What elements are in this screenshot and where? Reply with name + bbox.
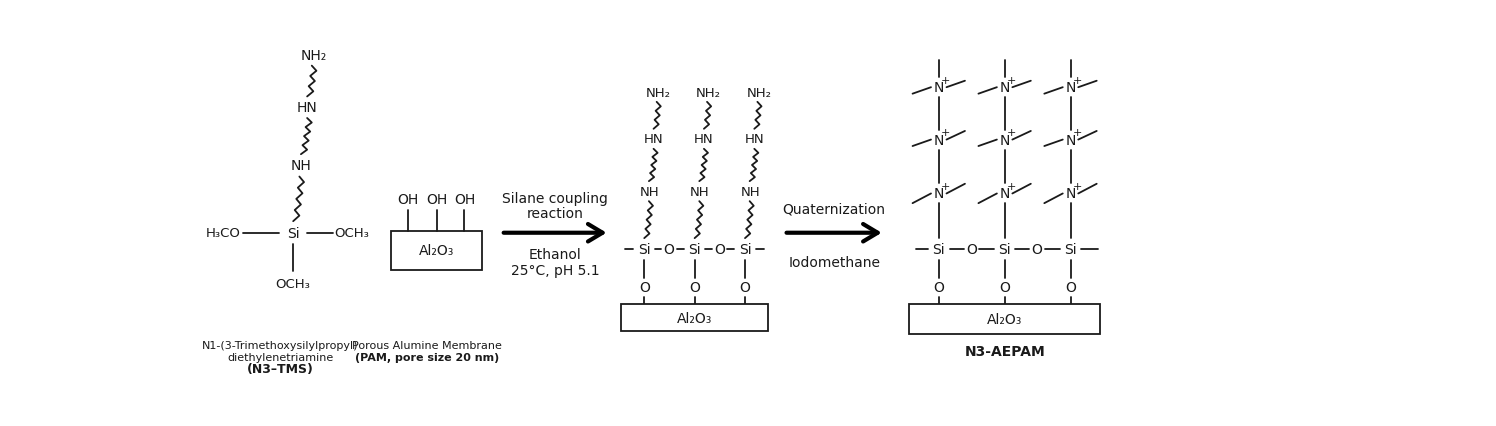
Text: OH: OH [426, 193, 447, 206]
Text: HN: HN [643, 133, 663, 146]
Text: O: O [1065, 281, 1076, 295]
Text: N: N [1065, 133, 1076, 147]
Text: OH: OH [453, 193, 476, 206]
Text: N: N [934, 81, 944, 95]
Text: Al₂O₃: Al₂O₃ [419, 244, 453, 258]
Text: reaction: reaction [527, 207, 583, 221]
Text: diethylenetriamine: diethylenetriamine [227, 352, 334, 362]
Text: N: N [999, 187, 1010, 201]
Text: NH₂: NH₂ [301, 49, 328, 63]
Text: Al₂O₃: Al₂O₃ [987, 312, 1022, 326]
Text: N1-(3-Trimethoxysilylpropyl): N1-(3-Trimethoxysilylpropyl) [202, 340, 358, 350]
Bar [621, 305, 769, 331]
Text: O: O [966, 242, 977, 256]
Text: OH: OH [398, 193, 419, 206]
Text: +: + [941, 75, 950, 85]
Text: N: N [1065, 187, 1076, 201]
Bar [910, 305, 1100, 334]
Text: (N3–TMS): (N3–TMS) [247, 362, 314, 375]
Text: +: + [1073, 127, 1082, 138]
Text: N: N [934, 133, 944, 147]
Text: HN: HN [296, 101, 317, 115]
Text: N: N [1065, 81, 1076, 95]
Text: Quaternization: Quaternization [782, 201, 886, 216]
Text: NH: NH [640, 185, 660, 198]
Text: +: + [941, 127, 950, 138]
Text: N: N [934, 187, 944, 201]
Text: O: O [739, 281, 751, 295]
Text: +: + [1073, 75, 1082, 85]
Text: HN: HN [694, 133, 714, 146]
Text: N3-AEPAM: N3-AEPAM [965, 344, 1046, 358]
Text: +: + [1073, 181, 1082, 191]
Text: O: O [690, 281, 700, 295]
Text: O: O [639, 281, 649, 295]
Text: NH: NH [741, 185, 760, 198]
Text: NH: NH [690, 185, 711, 198]
Text: Si: Si [287, 226, 299, 240]
Text: O: O [714, 242, 726, 256]
Text: N: N [999, 81, 1010, 95]
Text: 25°C, pH 5.1: 25°C, pH 5.1 [510, 263, 600, 277]
Text: O: O [999, 281, 1010, 295]
Text: Iodomethane: Iodomethane [788, 256, 880, 269]
Text: +: + [1007, 127, 1016, 138]
Text: (PAM, pore size 20 nm): (PAM, pore size 20 nm) [355, 352, 500, 362]
Text: O: O [664, 242, 675, 256]
Text: OCH₃: OCH₃ [275, 277, 311, 291]
Text: O: O [934, 281, 944, 295]
Text: Si: Si [1064, 242, 1077, 256]
Text: +: + [1007, 75, 1016, 85]
Text: Silane coupling: Silane coupling [503, 192, 607, 206]
Text: HN: HN [745, 133, 764, 146]
Text: Si: Si [932, 242, 945, 256]
Text: NH₂: NH₂ [646, 87, 670, 100]
Text: H₃CO: H₃CO [206, 227, 241, 240]
Text: NH₂: NH₂ [696, 87, 721, 100]
Text: Ethanol: Ethanol [528, 248, 582, 262]
Text: NH₂: NH₂ [747, 87, 772, 100]
Text: +: + [1007, 181, 1016, 191]
Text: Si: Si [998, 242, 1011, 256]
Text: Si: Si [688, 242, 702, 256]
Text: OCH₃: OCH₃ [334, 227, 368, 240]
Text: +: + [941, 181, 950, 191]
Text: Si: Si [637, 242, 651, 256]
Text: O: O [1032, 242, 1043, 256]
Bar [390, 232, 482, 270]
Text: Al₂O₃: Al₂O₃ [676, 311, 712, 325]
Text: Porous Alumine Membrane: Porous Alumine Membrane [353, 340, 503, 350]
Text: Si: Si [739, 242, 751, 256]
Text: N: N [999, 133, 1010, 147]
Text: NH: NH [290, 158, 311, 173]
